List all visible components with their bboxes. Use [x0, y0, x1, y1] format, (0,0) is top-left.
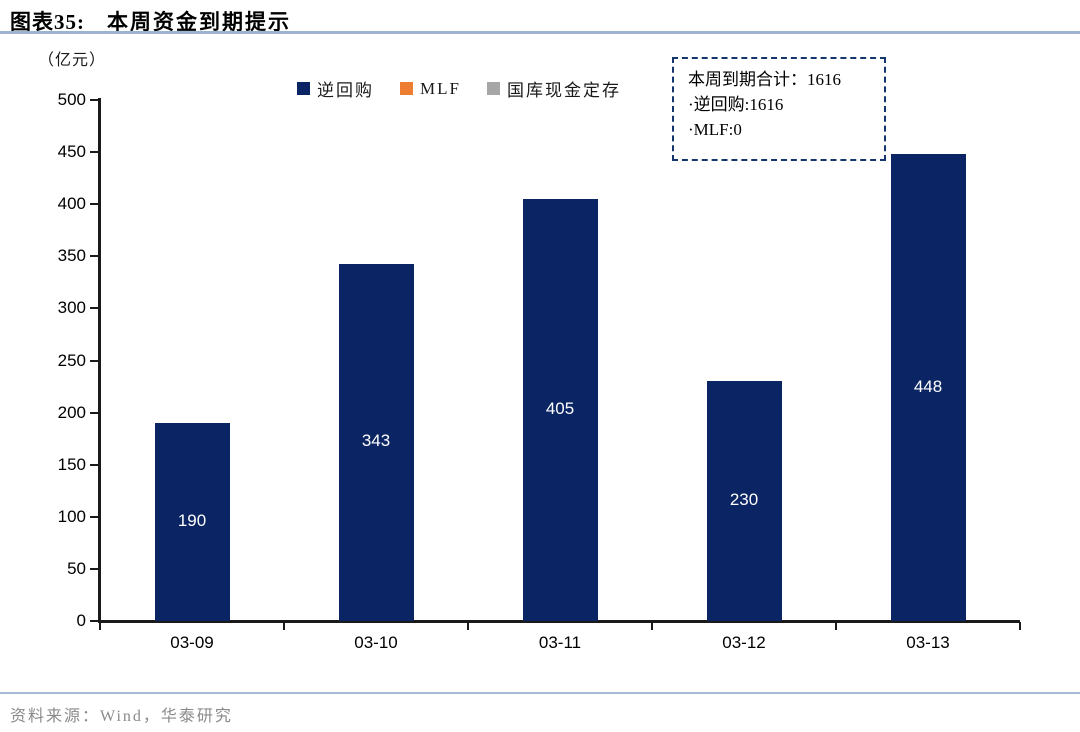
source-text: 资料来源：Wind，华泰研究	[10, 708, 233, 725]
legend-item-mlf: MLF	[400, 79, 461, 99]
y-axis-tick-label: 200	[57, 402, 86, 422]
bar-value-label-03-10: 343	[361, 431, 391, 451]
x-axis-tick	[283, 622, 285, 630]
x-axis-category-label-03-09: 03-09	[170, 633, 214, 652]
bar-value-label-03-13: 448	[913, 376, 943, 396]
legend-swatch-treasury-cash-deposit	[486, 82, 500, 95]
y-axis-tick-label: 350	[57, 246, 86, 266]
y-axis-tick	[90, 255, 98, 258]
legend-item-treasury-cash-deposit: 国库现金定存	[486, 76, 621, 101]
x-axis-category-label-03-11: 03-11	[538, 633, 582, 652]
x-axis-tick	[99, 622, 101, 630]
bar-value-label-03-09: 190	[177, 511, 207, 530]
annotation-mlf-line: ·MLF:0	[688, 120, 742, 139]
y-axis-tick	[90, 620, 98, 622]
annotation-total-line: 本周到期合计：1616	[688, 70, 841, 89]
y-axis-tick-label: 300	[57, 298, 86, 318]
bar-03-13	[890, 154, 966, 621]
legend-label-mlf: MLF	[420, 78, 461, 98]
legend: 逆回购 MLF 国库现金定存	[297, 76, 621, 101]
legend-label-reverse-repo: 逆回购	[317, 81, 374, 100]
x-axis-tick	[835, 622, 837, 630]
legend-label-treasury-cash-deposit: 国库现金定存	[506, 81, 621, 100]
legend-swatch-mlf	[400, 82, 413, 95]
y-axis-tick-label: 150	[57, 454, 86, 474]
x-axis-tick	[1019, 622, 1021, 630]
legend-swatch-reverse-repo	[297, 82, 310, 95]
x-axis-tick	[467, 622, 469, 630]
legend-item-reverse-repo: 逆回购	[297, 76, 374, 101]
y-axis-tick	[90, 567, 98, 570]
x-axis-category-label-03-13: 03-13	[906, 633, 950, 652]
bar-value-label-03-12: 230	[729, 490, 759, 510]
y-axis-tick-label: 100	[57, 506, 86, 526]
y-axis-tick	[90, 515, 98, 518]
y-axis-tick-label: 450	[57, 142, 86, 162]
y-axis-unit-label: （亿元）	[38, 52, 107, 69]
y-axis-tick	[90, 151, 98, 154]
bar-03-11	[522, 198, 598, 621]
figure-title: 本周资金到期提示	[107, 10, 291, 34]
title-divider	[0, 31, 1080, 34]
annotation-reverse-repo-line: ·逆回购:1616	[688, 95, 784, 114]
y-axis-tick-label: 400	[57, 194, 86, 214]
x-axis-tick	[651, 622, 653, 630]
x-axis-category-label-03-12: 03-12	[722, 633, 766, 652]
y-axis-tick	[90, 359, 98, 362]
y-axis-tick	[90, 411, 98, 414]
y-axis-tick	[90, 99, 98, 101]
y-axis-tick	[90, 463, 98, 466]
y-axis-tick-label: 250	[57, 350, 86, 370]
footer-divider	[0, 692, 1080, 694]
figure-label: 图表35:	[10, 10, 85, 34]
annotation-box: 本周到期合计：1616 ·逆回购:1616 ·MLF:0	[672, 57, 886, 161]
y-axis-tick-label: 500	[57, 90, 86, 109]
bar-03-09	[154, 423, 230, 621]
y-axis-line	[98, 98, 101, 623]
y-axis-tick-label: 0	[76, 611, 86, 630]
y-axis-tick	[90, 203, 98, 206]
figure-header: 图表35: 本周资金到期提示	[10, 6, 291, 36]
y-axis-tick	[90, 307, 98, 310]
bar-value-label-03-11: 405	[545, 398, 575, 418]
x-axis-category-label-03-10: 03-10	[354, 633, 398, 652]
bar-03-12	[706, 381, 782, 621]
y-axis-tick-label: 50	[67, 558, 86, 578]
x-axis-line	[98, 620, 1020, 623]
bar-03-10	[338, 263, 414, 621]
